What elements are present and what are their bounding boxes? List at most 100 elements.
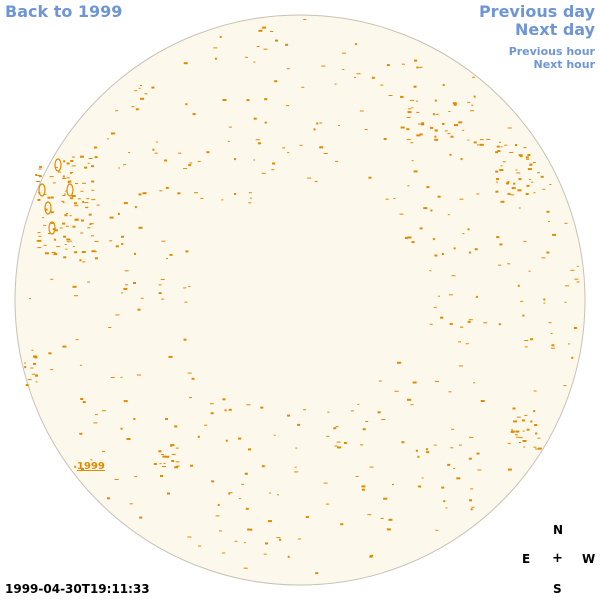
- sky-mark: [286, 68, 290, 70]
- sky-mark: [507, 127, 512, 129]
- compass-south: S: [553, 582, 562, 596]
- sky-mark: [134, 476, 138, 478]
- sky-mark: [24, 366, 27, 369]
- sky-mark: [397, 361, 401, 364]
- sky-mark: [276, 537, 281, 539]
- sky-mark: [91, 165, 94, 168]
- sky-mark: [468, 319, 473, 321]
- sky-mark: [187, 372, 192, 374]
- sky-mark: [183, 287, 187, 289]
- sky-mark: [516, 416, 521, 418]
- sky-mark: [270, 31, 274, 32]
- sky-mark: [161, 298, 165, 300]
- sky-mark: [82, 200, 85, 203]
- sky-mark: [549, 184, 552, 185]
- sky-mark: [36, 181, 40, 182]
- sky-mark: [225, 439, 228, 442]
- sky-mark: [253, 159, 256, 161]
- sky-mark: [214, 57, 217, 60]
- sky-mark: [62, 222, 66, 225]
- sky-mark: [69, 215, 72, 217]
- sky-mark: [54, 166, 58, 168]
- sky-mark: [35, 381, 38, 383]
- sky-mark: [515, 144, 517, 146]
- sky-disk: [14, 14, 586, 586]
- sky-mark: [507, 181, 510, 183]
- sky-mark: [565, 285, 569, 287]
- sky-mark: [108, 327, 112, 328]
- sky-mark: [434, 129, 438, 132]
- sky-mark: [91, 250, 96, 253]
- sky-mark: [248, 192, 252, 194]
- sky-mark: [74, 205, 79, 207]
- sky-mark: [198, 545, 201, 547]
- sky-mark: [168, 355, 173, 358]
- sky-mark: [458, 341, 461, 343]
- sky-mark: [93, 146, 97, 149]
- sky-mark: [307, 177, 312, 179]
- sky-mark: [160, 278, 165, 280]
- sky-mark: [144, 93, 148, 95]
- sky-mark: [512, 407, 516, 410]
- sky-mark: [52, 182, 56, 184]
- sky-mark: [175, 465, 180, 467]
- previous-hour-link[interactable]: Previous hour: [508, 45, 595, 58]
- sky-mark: [90, 223, 94, 225]
- sky-mark: [219, 35, 222, 38]
- sky-mark: [476, 452, 480, 455]
- sky-mark: [192, 113, 196, 116]
- sky-mark: [388, 95, 393, 96]
- sky-mark: [434, 254, 438, 257]
- sky-mark: [526, 184, 530, 187]
- sky-mark: [359, 110, 364, 112]
- sky-mark: [66, 162, 70, 165]
- sky-mark: [334, 445, 338, 447]
- sky-mark: [335, 160, 339, 162]
- sky-mark: [133, 282, 136, 284]
- next-hour-link[interactable]: Next hour: [533, 58, 596, 71]
- sky-mark: [222, 99, 227, 101]
- sky-mark: [416, 66, 419, 69]
- sky-mark: [71, 156, 75, 158]
- sky-mark: [64, 193, 66, 195]
- sky-mark: [435, 529, 439, 531]
- sky-mark: [71, 165, 76, 167]
- sky-mark: [115, 314, 120, 316]
- next-day-link[interactable]: Next day: [515, 20, 595, 39]
- sky-mark: [37, 239, 42, 242]
- sky-mark: [458, 365, 463, 367]
- sky-mark: [321, 65, 326, 67]
- previous-day-link[interactable]: Previous day: [478, 2, 595, 21]
- sky-mark: [495, 170, 499, 173]
- sky-mark: [531, 181, 533, 183]
- sky-mark: [364, 129, 368, 130]
- year-marker-link[interactable]: 1999: [77, 461, 105, 472]
- sky-mark: [546, 251, 550, 254]
- back-to-year-link[interactable]: Back to 1999: [5, 2, 123, 21]
- sky-mark: [380, 517, 384, 519]
- sky-mark: [253, 61, 256, 63]
- sky-mark: [407, 236, 412, 239]
- sky-mark: [115, 110, 119, 112]
- sky-mark: [62, 175, 65, 178]
- sky-mark: [243, 567, 248, 569]
- sky-contour: [54, 158, 62, 172]
- sky-mark: [287, 152, 290, 154]
- sky-mark: [72, 225, 76, 228]
- sky-mark: [445, 507, 448, 509]
- sky-mark: [91, 180, 95, 183]
- sky-mark: [525, 156, 529, 159]
- sky-mark: [94, 156, 98, 159]
- sky-mark: [154, 152, 158, 154]
- sky-mark: [79, 259, 82, 262]
- sky-mark: [44, 208, 48, 211]
- sky-mark: [498, 264, 501, 266]
- sky-mark: [213, 47, 218, 49]
- sky-mark: [414, 59, 417, 62]
- sky-mark: [361, 485, 366, 488]
- sky-mark: [510, 194, 515, 196]
- sky-mark: [229, 492, 233, 494]
- sky-mark: [34, 356, 38, 359]
- sky-mark: [263, 553, 267, 555]
- sky-mark: [256, 46, 260, 47]
